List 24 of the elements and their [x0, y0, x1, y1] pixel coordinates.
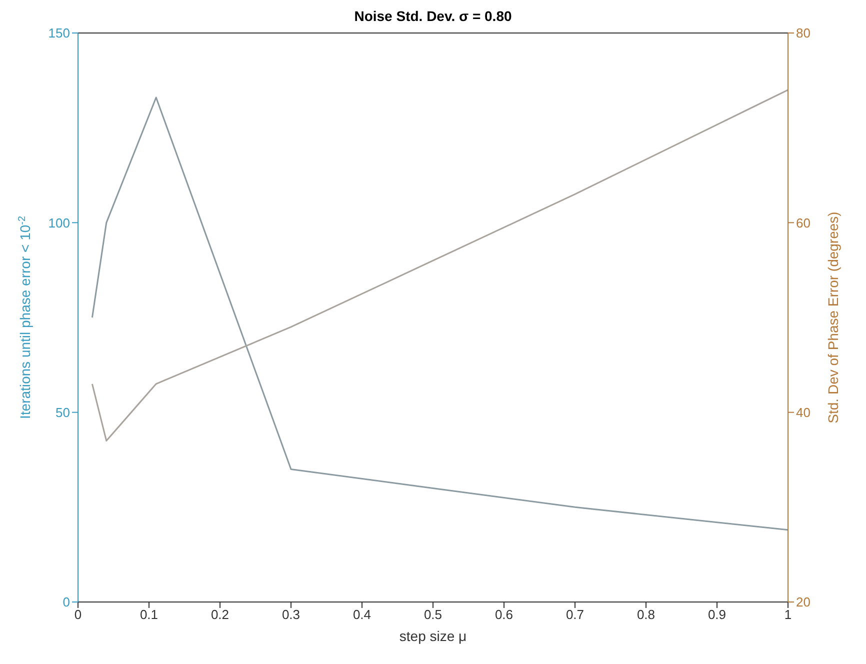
line-series	[91, 96, 788, 531]
chart-title: Noise Std. Dev. σ = 0.80	[353, 8, 513, 26]
line-series	[91, 89, 788, 442]
y-tick-label: 0	[62, 594, 70, 610]
y2-axis-title: Std. Dev of Phase Error (degrees)	[825, 212, 841, 424]
x-tick-label: 0	[74, 607, 82, 622]
x-tick-label: 0.7	[566, 607, 584, 622]
x-axis-title: step size μ	[399, 628, 467, 644]
x-tick-label: 1	[784, 607, 792, 622]
y-tick-label: 100	[48, 215, 70, 230]
x-tick-label: 0.3	[282, 607, 300, 622]
x-tick-label: 0.5	[424, 607, 442, 622]
y-tick-label: 150	[48, 26, 70, 41]
x-tick-label: 0.6	[494, 607, 514, 622]
y2-tick-label: 60	[796, 215, 810, 230]
x-tick-label: 0.9	[708, 607, 726, 622]
y-tick-label: 50	[56, 404, 70, 420]
y2-tick-label: 80	[796, 26, 810, 41]
x-tick-label: 0.8	[636, 607, 656, 622]
y2-tick-label: 40	[796, 404, 810, 420]
x-tick-label: 0.1	[140, 607, 158, 622]
y2-tick-label: 20	[796, 594, 810, 610]
x-tick-label: 0.4	[352, 607, 372, 622]
x-tick-label: 0.2	[210, 607, 230, 622]
